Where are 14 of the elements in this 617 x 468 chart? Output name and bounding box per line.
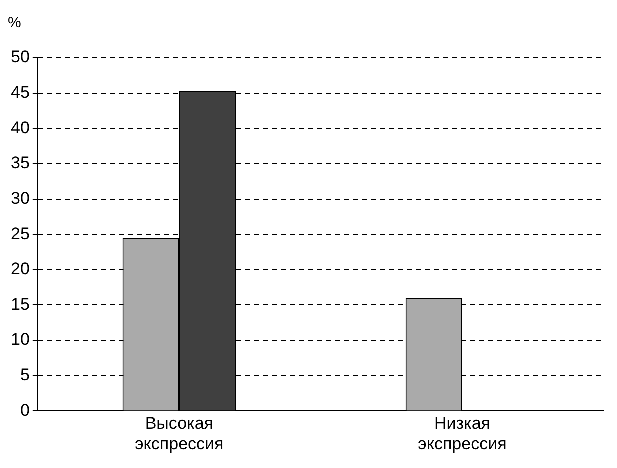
y-tick-label: 20 <box>10 260 30 279</box>
y-tick-label: 50 <box>10 48 30 67</box>
y-tick-label: 40 <box>10 118 30 138</box>
x-tick-label: Низкая экспрессия <box>418 414 507 454</box>
x-tick-label: Высокая экспрессия <box>135 414 224 454</box>
y-tick-label: 30 <box>10 188 30 208</box>
y-tick-label: 5 <box>20 366 30 385</box>
y-tick-label: 45 <box>10 83 30 102</box>
y-tick-label: 35 <box>10 154 30 173</box>
y-tick-label: 15 <box>10 294 30 314</box>
y-tick-label: 0 <box>20 400 30 420</box>
y-axis-title: % <box>8 14 22 32</box>
y-tick-label: 10 <box>10 330 30 350</box>
y-tick-label: 25 <box>10 224 30 244</box>
